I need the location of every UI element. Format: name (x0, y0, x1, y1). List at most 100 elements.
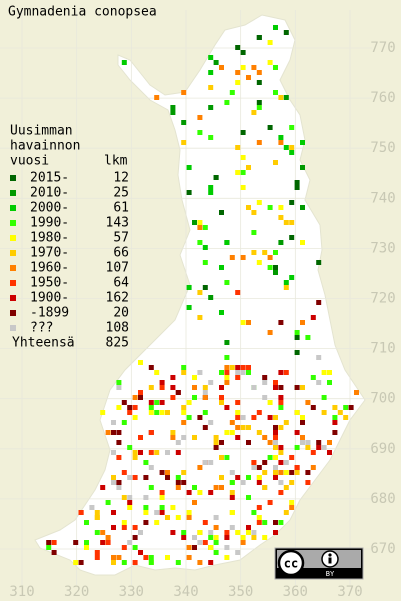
grid-square (235, 475, 241, 480)
y-tick-label: 770 (370, 40, 395, 56)
grid-square (246, 495, 251, 500)
grid-square (105, 535, 111, 540)
grid-square (181, 535, 187, 540)
grid-square (262, 380, 268, 385)
grid-square (283, 220, 289, 225)
grid-square (186, 285, 192, 290)
grid-square (175, 390, 181, 395)
grid-square (273, 25, 278, 30)
grid-square (208, 85, 214, 90)
grid-square (240, 365, 246, 370)
grid-square (197, 130, 203, 135)
grid-square (213, 175, 219, 180)
grid-square (294, 185, 300, 190)
grid-square (208, 560, 214, 565)
grid-square (186, 545, 192, 550)
grid-square (289, 470, 295, 475)
grid-square (202, 410, 208, 415)
grid-square (148, 450, 154, 455)
grid-square (197, 560, 203, 565)
grid-square (116, 380, 122, 385)
grid-square (213, 540, 219, 545)
title: Gymnadenia conopsea (8, 5, 157, 20)
grid-square (224, 100, 230, 105)
grid-square (186, 490, 192, 495)
grid-square (229, 255, 235, 260)
grid-square (111, 525, 116, 530)
grid-square (197, 540, 203, 545)
y-tick-label: 760 (370, 90, 395, 106)
grid-square (111, 450, 116, 455)
grid-square (202, 390, 208, 395)
grid-square (256, 260, 262, 265)
grid-square (192, 385, 197, 390)
grid-square (235, 145, 241, 150)
legend-count: 25 (113, 186, 129, 201)
grid-square (278, 400, 284, 405)
grid-square (305, 440, 311, 445)
grid-square (192, 485, 197, 490)
grid-square (116, 485, 122, 490)
by-text: BY (326, 570, 335, 578)
grid-square (219, 385, 224, 390)
grid-square (197, 220, 203, 225)
grid-square (256, 200, 262, 205)
grid-square (278, 470, 284, 475)
grid-square (262, 460, 268, 465)
grid-square (256, 475, 262, 480)
grid-square (100, 410, 106, 415)
grid-square (127, 445, 133, 450)
y-tick-label: 720 (370, 291, 395, 307)
grid-square (202, 425, 208, 430)
grid-square (273, 385, 278, 390)
grid-square (100, 540, 106, 545)
grid-square (256, 70, 262, 75)
grid-square (154, 520, 160, 525)
legend-label: 2010- (30, 186, 69, 201)
grid-square (267, 125, 273, 130)
grid-square (148, 405, 154, 410)
grid-square (256, 515, 262, 520)
grid-square (240, 65, 246, 70)
grid-square (165, 470, 170, 475)
grid-square (202, 260, 208, 265)
grid-square (127, 405, 133, 410)
grid-square (267, 255, 273, 260)
grid-square (219, 395, 224, 400)
grid-square (256, 100, 262, 105)
grid-square (165, 555, 170, 560)
grid-square (175, 450, 181, 455)
grid-square (343, 405, 349, 410)
grid-square (213, 525, 219, 530)
grid-square (246, 165, 251, 170)
grid-square (240, 185, 246, 190)
grid-square (273, 160, 278, 165)
x-tick-label: 370 (337, 584, 362, 600)
grid-square (219, 400, 224, 405)
grid-square (273, 520, 278, 525)
grid-square (251, 250, 257, 255)
grid-square (170, 395, 176, 400)
grid-square (267, 440, 273, 445)
grid-square (170, 110, 176, 115)
grid-square (132, 395, 138, 400)
grid-square (132, 525, 138, 530)
grid-square (235, 425, 241, 430)
grid-square (111, 560, 116, 565)
grid-square (289, 505, 295, 510)
grid-square (283, 420, 289, 425)
grid-square (273, 435, 278, 440)
grid-square (251, 530, 257, 535)
grid-square (224, 365, 230, 370)
grid-square (224, 405, 230, 410)
grid-square (267, 415, 273, 420)
grid-square (224, 355, 230, 360)
grid-square (289, 220, 295, 225)
legend-label: ??? (30, 321, 53, 336)
grid-square (202, 285, 208, 290)
grid-square (246, 75, 251, 80)
grid-square (262, 520, 268, 525)
grid-square (246, 475, 251, 480)
grid-square (251, 535, 257, 540)
grid-square (294, 445, 300, 450)
